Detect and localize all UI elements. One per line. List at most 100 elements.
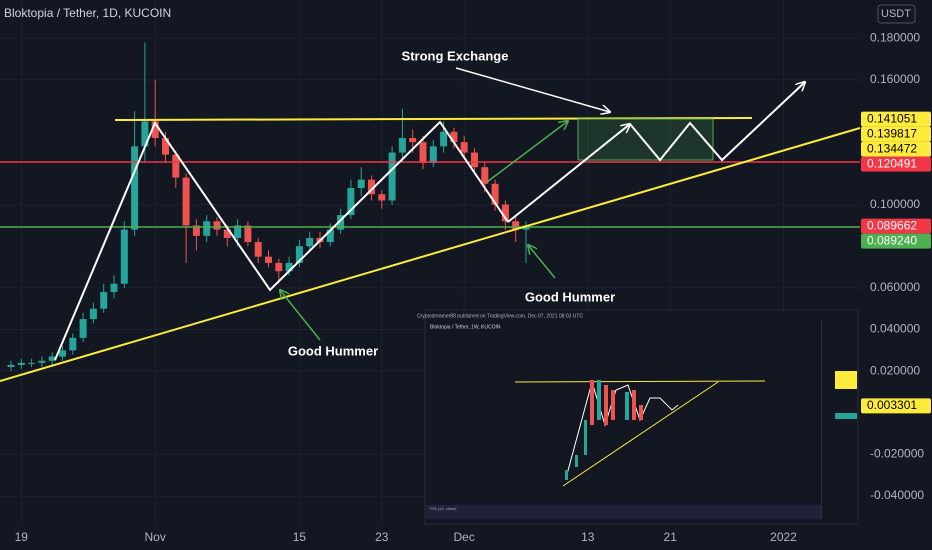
- candle-body: [244, 225, 252, 243]
- y-tick-label: 0.100000: [870, 197, 920, 211]
- inset-candle: [597, 380, 601, 420]
- arrow: [507, 124, 630, 223]
- x-tick-label: 21: [664, 530, 678, 544]
- candle-body: [460, 142, 468, 153]
- candle-body: [162, 138, 169, 155]
- arrow: [486, 121, 568, 183]
- y-tick-label: 0.180000: [870, 30, 920, 44]
- candle-body: [429, 146, 437, 163]
- target-box: [577, 118, 714, 161]
- candle-body: [481, 167, 489, 184]
- annotation: Good Hummer: [525, 289, 615, 304]
- candle-body: [471, 152, 478, 168]
- arrow: [528, 245, 556, 279]
- inset-rsi: [426, 505, 821, 519]
- candle-body: [368, 179, 375, 195]
- candle-body: [89, 308, 97, 320]
- price-badge-label: 0.089662: [867, 218, 917, 232]
- inset-candle: [565, 470, 568, 480]
- inset-image: Cryptodreamer88 published on TradingView…: [417, 309, 859, 525]
- annotation: Good Hummer: [288, 343, 378, 358]
- candle-body: [306, 237, 314, 247]
- x-tick-label: Dec: [454, 530, 475, 544]
- price-badge: [861, 218, 931, 234]
- candle-body: [69, 337, 77, 351]
- inset-line: [562, 381, 719, 487]
- levels: [0, 161, 860, 228]
- y-tick-label: -0.020000: [870, 447, 924, 461]
- candle-body: [275, 262, 283, 272]
- candle-body: [440, 131, 448, 147]
- candle-body: [254, 242, 262, 257]
- candle-body: [337, 215, 345, 230]
- y-tick-label: -0.040000: [870, 488, 924, 502]
- inset-candle: [575, 455, 578, 467]
- candle-body: [491, 183, 499, 205]
- candle-body: [409, 138, 417, 143]
- y-tick-label: 0.020000: [870, 363, 920, 377]
- axes: 0.180000 0.160000 0.100000 0.060000 0.040000…: [15, 30, 931, 544]
- candle-body: [141, 121, 149, 147]
- candle-body: [388, 152, 396, 201]
- inset-indicator: RSI (14, close): [430, 506, 457, 511]
- candle-body: [28, 362, 36, 364]
- inset-published: Cryptodreamer88 published on TradingView…: [417, 313, 584, 319]
- price-badge: [861, 398, 931, 414]
- inset-candle: [584, 420, 587, 455]
- y-tick-label: 0.040000: [870, 322, 920, 336]
- candle-body: [172, 154, 180, 178]
- candle-body: [182, 177, 190, 226]
- arrow: [280, 290, 321, 341]
- price-badge: [861, 111, 931, 127]
- candle-body: [110, 283, 118, 293]
- inset-candle: [604, 385, 608, 425]
- candle-body: [265, 256, 272, 263]
- price-badge-label: 0.141051: [867, 111, 917, 125]
- x-tick-label: 2022: [770, 530, 797, 544]
- candle-body: [7, 364, 15, 368]
- inset-candle: [590, 380, 594, 425]
- arrow: [455, 67, 610, 112]
- candle-body: [213, 221, 221, 230]
- price-badge-label: 0.120491: [867, 156, 917, 170]
- candle-body: [378, 194, 386, 201]
- zigzag-forecast: [629, 82, 805, 162]
- candle-body: [419, 142, 427, 163]
- x-tick-label: 19: [15, 530, 29, 544]
- y-tick-label: 0.060000: [870, 280, 920, 294]
- price-badge-label: 0.003301: [867, 398, 917, 412]
- candle-body: [151, 121, 159, 139]
- candle-body: [223, 229, 231, 238]
- price-badge: [861, 141, 931, 157]
- candle-body: [100, 292, 108, 309]
- candle-body: [285, 262, 293, 272]
- price-badge-label: 0.139817: [867, 126, 917, 140]
- currency[interactable]: USDT: [881, 8, 911, 20]
- x-tick-label: 23: [375, 530, 389, 544]
- currency-box[interactable]: [877, 4, 916, 24]
- x-tick-label: Nov: [145, 530, 166, 544]
- inset-line: [514, 380, 766, 383]
- candle-body: [17, 362, 25, 365]
- price-badge: [861, 156, 931, 172]
- inset-badge: [835, 371, 857, 389]
- candle-body: [295, 246, 303, 263]
- inset-axis: [821, 320, 822, 520]
- x-tick-label: 15: [293, 530, 307, 544]
- candle-body: [512, 221, 520, 230]
- candle-body: [59, 350, 66, 357]
- inset-title: Bloktopia / Tether, 1W, KUCOIN: [430, 324, 501, 330]
- candle-body: [347, 187, 355, 216]
- candle-body: [398, 138, 406, 153]
- inset-candle: [625, 392, 629, 420]
- candle-body: [120, 229, 128, 284]
- inset-candle: [611, 390, 615, 420]
- candle-body: [192, 225, 200, 236]
- resistance-line: [114, 117, 753, 121]
- candle-body: [38, 360, 46, 363]
- annotation: Strong Exchange: [402, 48, 509, 63]
- inset-candle: [632, 390, 636, 420]
- candle-body: [131, 146, 139, 230]
- price-badge-label: 0.089240: [867, 233, 917, 247]
- price-badge-label: 0.134472: [867, 141, 917, 155]
